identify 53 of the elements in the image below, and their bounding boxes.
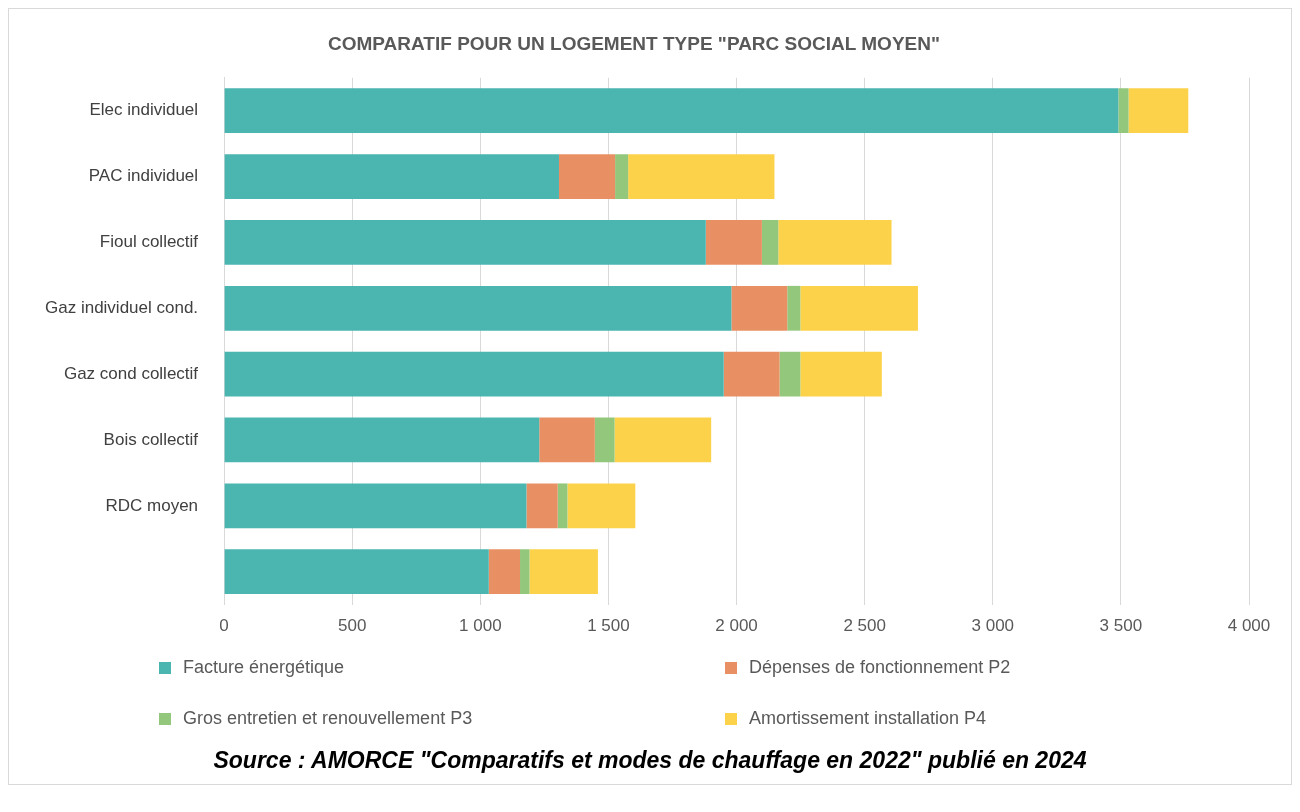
- bar: [615, 154, 629, 199]
- y-tick-label: Bois collectif: [103, 429, 199, 449]
- y-tick-label: Fioul collectif: [99, 232, 199, 252]
- bar: [614, 417, 712, 463]
- source-note: Source : AMORCE "Comparatifs et modes de chauffage en 2022" publié en 2024: [212, 746, 1088, 775]
- legend-label: Dépenses de fonctionnement P2: [749, 657, 1011, 678]
- x-tick-label: 500: [338, 616, 367, 636]
- x-tick-label: 4 000: [1227, 616, 1271, 636]
- bar: [787, 285, 801, 331]
- x-tick-label: 2 000: [715, 616, 758, 636]
- bar: [529, 549, 598, 595]
- bar: [520, 549, 530, 595]
- legend-label: Amortissement installation P4: [749, 708, 987, 729]
- bar: [705, 220, 762, 265]
- bar: [224, 285, 732, 331]
- bar: [761, 220, 779, 265]
- bar: [224, 154, 559, 199]
- bar: [731, 285, 788, 331]
- bar: [1128, 88, 1189, 134]
- bar: [1118, 88, 1129, 134]
- bar: [594, 417, 615, 463]
- bar: [779, 351, 801, 397]
- legend-label: Gros entretien et renouvellement P3: [183, 708, 473, 729]
- y-tick-label: PAC individuel: [88, 166, 199, 186]
- bar: [778, 220, 892, 265]
- bar: [526, 483, 558, 529]
- bar: [224, 88, 1119, 134]
- y-tick-label: Elec individuel: [89, 100, 199, 120]
- bar: [539, 417, 595, 463]
- bar: [224, 549, 489, 595]
- x-tick-label: 1 500: [587, 616, 630, 636]
- y-tick-label: Gaz individuel cond.: [45, 297, 199, 317]
- bar: [224, 417, 540, 463]
- bar: [224, 351, 724, 397]
- bar: [224, 220, 706, 265]
- bar: [628, 154, 775, 199]
- bar: [723, 351, 780, 397]
- x-tick-label: 0: [219, 616, 229, 636]
- bar: [800, 351, 882, 397]
- chart-title: COMPARATIF POUR UN LOGEMENT TYPE "PARC SOCIAL MOYEN": [328, 32, 940, 54]
- x-tick-label: 3 000: [971, 616, 1015, 636]
- bar: [488, 549, 521, 595]
- bar: [558, 154, 616, 199]
- legend-label: Facture énergétique: [183, 657, 345, 678]
- bar: [224, 483, 527, 529]
- x-tick-label: 1 000: [459, 616, 502, 636]
- x-tick-label: 2 500: [843, 616, 886, 636]
- y-tick-label: RDC moyen: [105, 495, 199, 515]
- y-tick-label: Gaz cond collectif: [63, 363, 199, 383]
- x-tick-label: 3 500: [1099, 616, 1143, 636]
- bar: [567, 483, 636, 529]
- bar: [557, 483, 568, 529]
- bar: [800, 285, 918, 331]
